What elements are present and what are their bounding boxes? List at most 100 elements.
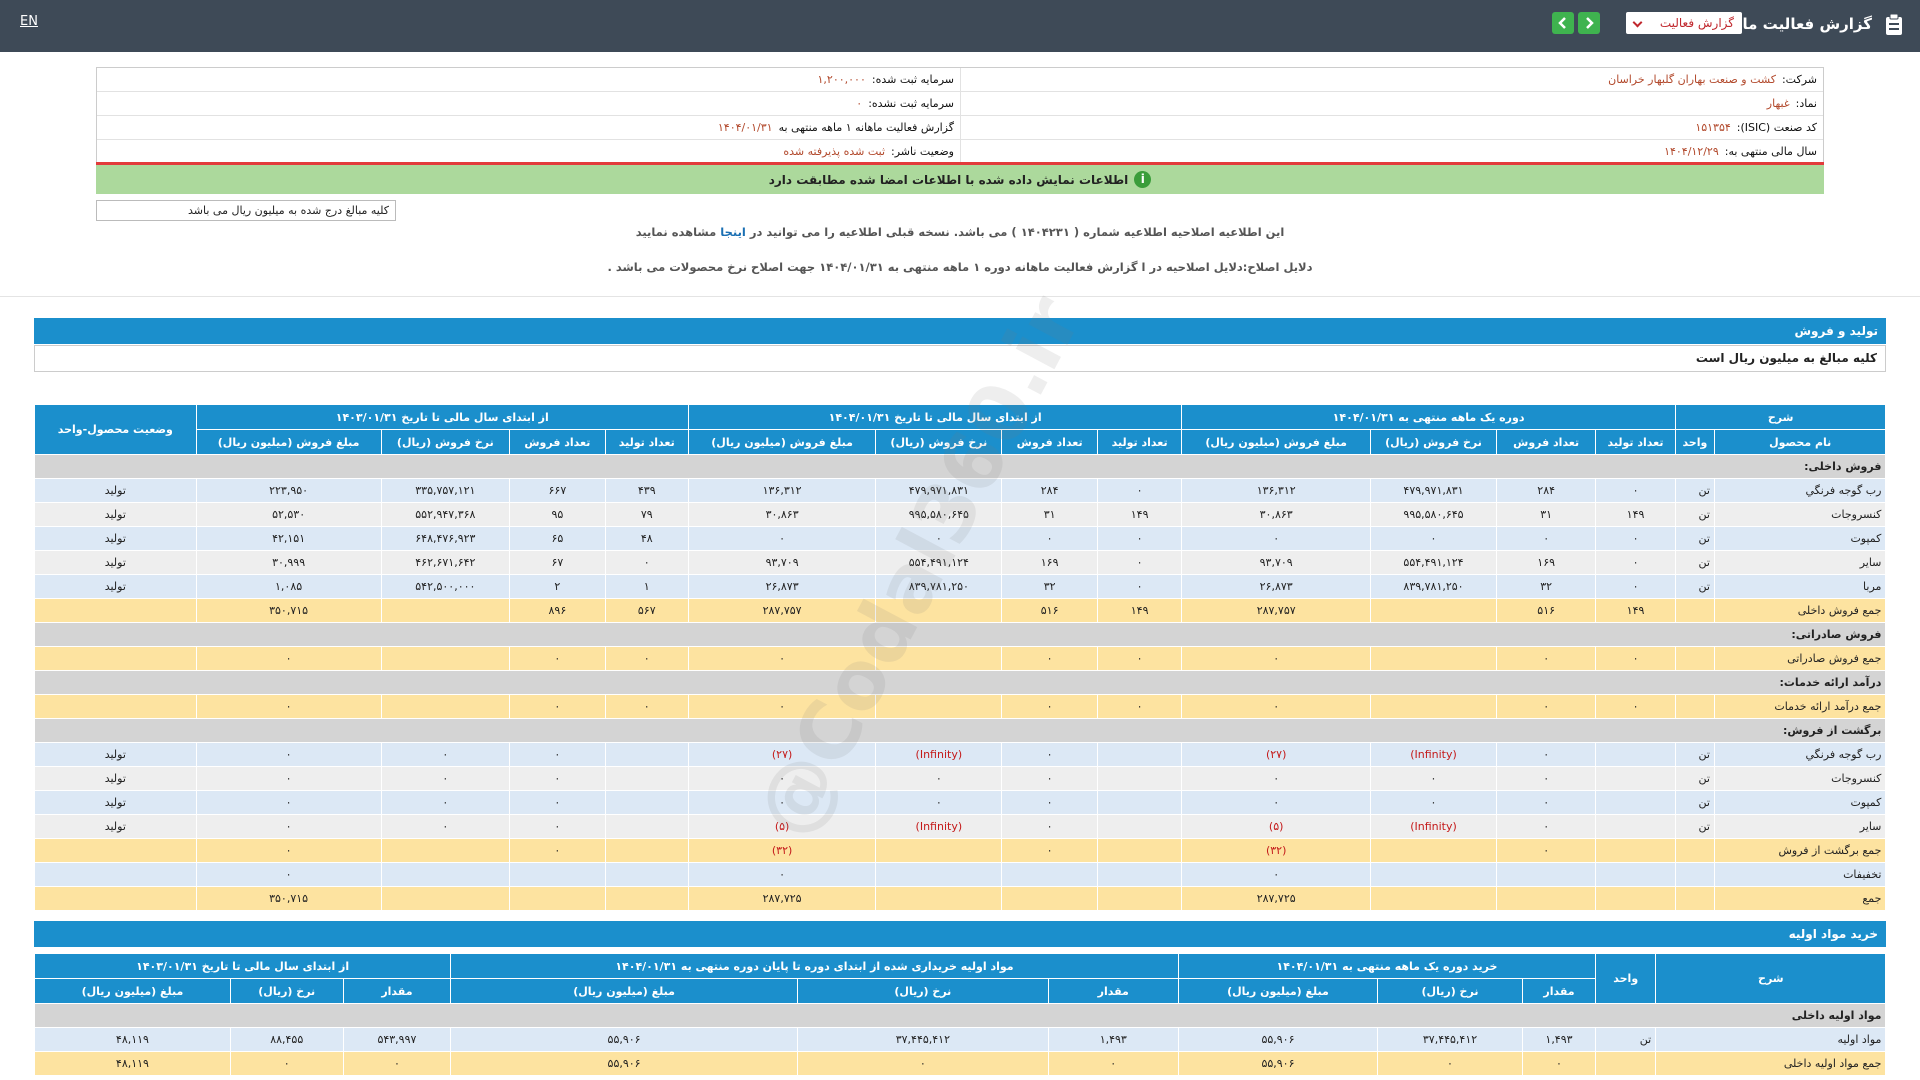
table-cell: تن: [1674, 766, 1715, 791]
table-cell: ۱,۴۹۳: [1047, 1027, 1179, 1052]
materials-table: شرح واحد خرید دوره یک ماهه منتهی به ۱۴۰۴/۰…: [33, 953, 1887, 1076]
table-row: درآمد ارائه خدمات:: [33, 670, 1887, 695]
table-cell: [380, 598, 511, 623]
table-row: جمع درآمد ارائه خدمات ۰ ۰ ۰ ۰ ۰ ۰ ۰ ۰ ۰: [34, 694, 1887, 719]
table-row: رب گوجه فرنگي تن ۰ (Infinity) (۲۷) ۰ (Infinity…: [34, 742, 1887, 767]
table-cell: [604, 742, 689, 767]
prev-button[interactable]: [1552, 12, 1574, 34]
table-cell: [875, 598, 1003, 623]
column-header: نرخ فروش (ریال): [380, 429, 511, 455]
table-cell: ۰: [1096, 574, 1183, 599]
report-icon: [1886, 13, 1902, 35]
table-cell: [1001, 862, 1098, 887]
table-cell: تولید: [34, 502, 197, 527]
previous-version-link[interactable]: اینجا: [720, 225, 746, 239]
table-cell: ۴۸,۱۱۹: [34, 1027, 231, 1052]
table-cell: ۰: [1369, 790, 1498, 815]
table-cell: [875, 862, 1003, 887]
table-cell: ۰: [1181, 694, 1371, 719]
table-cell: تن: [1674, 790, 1715, 815]
table-cell: ۰: [1496, 766, 1597, 791]
table-cell: [380, 838, 511, 863]
table-cell: ۰: [1096, 478, 1183, 503]
table-cell: [34, 646, 197, 671]
table-cell: [1001, 886, 1098, 911]
table-cell: ۵۴۲,۵۰۰,۰۰۰: [380, 574, 511, 599]
table-cell: ۰: [195, 790, 382, 815]
table-cell: ۰: [1001, 646, 1098, 671]
info-cell: سرمایه ثبت شده: ۱,۲۰۰,۰۰۰: [97, 68, 960, 91]
next-button[interactable]: [1578, 12, 1600, 34]
table-cell: [1595, 766, 1676, 791]
info-value: غبهار: [1766, 97, 1790, 110]
table-cell: ۴۸: [604, 526, 689, 551]
table-cell: برگشت از فروش:: [33, 718, 1887, 743]
table-cell: ۲۸۴: [1001, 478, 1098, 503]
column-header: تعداد فروش: [1496, 429, 1597, 455]
table-cell: ۰: [1001, 694, 1098, 719]
info-value: کشت و صنعت بهاران گلبهار خراسان: [1608, 73, 1776, 86]
column-header: مقدار: [1521, 978, 1597, 1004]
table-cell: ۰: [1047, 1051, 1179, 1076]
table-cell: [1674, 694, 1715, 719]
correction-note: این اطلاعیه اصلاحیه اطلاعیه شماره ( ۱۴۰۴…: [0, 225, 1920, 239]
correction-text: مشاهده نمایید: [635, 225, 717, 239]
table-cell: [1674, 646, 1715, 671]
table-cell: ۸۳۹,۷۸۱,۲۵۰: [1369, 574, 1498, 599]
table-cell: کنسروجات: [1713, 502, 1887, 527]
table-cell: ۰: [380, 790, 511, 815]
table-cell: جمع مواد اولیه داخلی: [1655, 1051, 1887, 1076]
info-label: گزارش فعالیت ماهانه ۱ ماهه منتهی به: [778, 121, 954, 134]
table-cell: ۰: [1001, 742, 1098, 767]
column-header: مبلغ (میلیون ریال): [450, 978, 798, 1004]
table-cell: [875, 886, 1003, 911]
table-cell: ۱۳۶,۳۱۲: [687, 478, 877, 503]
header-row: شرح دوره یک ماهه منتهی به ۱۴۰۴/۰۱/۳۱ از اب…: [34, 404, 1887, 455]
table-cell: ۰: [1001, 838, 1098, 863]
column-header: مبلغ (میلیون ریال): [34, 978, 231, 1004]
table-cell: ۰: [875, 526, 1003, 551]
table-cell: تولید: [34, 766, 197, 791]
table-cell: [380, 694, 511, 719]
table-cell: ۸۸,۴۵۵: [229, 1027, 344, 1052]
table-cell: ۲۸۷,۷۵۷: [687, 598, 877, 623]
table-row: کمپوت تن ۰ ۰ ۰ ۰ ۰ ۰ ۰ ۰ ۴۸ ۶۵ ۶۴۸,۴۷۶,۹۲۳ ۴۲,۱۵۱ تولی…: [34, 526, 1887, 551]
table-cell: ۰: [1595, 550, 1676, 575]
table-cell: ۰: [1496, 526, 1597, 551]
table-cell: ۱,۴۹۳: [1521, 1027, 1597, 1052]
table-cell: ۰: [195, 646, 382, 671]
info-value: ۱,۲۰۰,۰۰۰: [817, 73, 866, 86]
table-cell: ۰: [875, 766, 1003, 791]
table-cell: [1369, 646, 1498, 671]
table-cell: ۹۳,۷۰۹: [1181, 550, 1371, 575]
table-cell: ۳۷,۴۴۵,۴۱۲: [1377, 1027, 1523, 1052]
table-cell: ۰: [1181, 766, 1371, 791]
info-value: ۱۴۰۴/۱۲/۲۹: [1664, 145, 1719, 158]
table-cell: ۰: [1181, 790, 1371, 815]
table-cell: ۱۴۹: [1595, 502, 1676, 527]
table-cell: ۰: [509, 838, 606, 863]
table-cell: [1595, 1051, 1657, 1076]
report-type-dropdown[interactable]: گزارش فعالیت: [1626, 12, 1742, 34]
table-cell: ۶۴۸,۴۷۶,۹۲۳: [380, 526, 511, 551]
table-cell: [875, 838, 1003, 863]
table-cell: ۲۸۷,۷۵۷: [1181, 598, 1371, 623]
info-icon: i: [1134, 171, 1152, 188]
table-cell: ۰: [1001, 526, 1098, 551]
table-cell: ۶۷: [509, 550, 606, 575]
table-cell: (Infinity): [875, 814, 1003, 839]
info-cell: سرمایه ثبت نشده: ۰: [97, 92, 960, 115]
info-value: ۰: [856, 97, 863, 110]
table-row: فروش داخلی:: [33, 454, 1887, 479]
info-label: کد صنعت (ISIC):: [1736, 121, 1817, 134]
table-cell: [1096, 766, 1183, 791]
language-link[interactable]: EN: [20, 14, 38, 29]
table-row: تخفیفات ۰ ۰ ۰: [34, 862, 1887, 887]
table-cell: ۵۵,۹۰۶: [1177, 1027, 1379, 1052]
group-header: مواد اولیه خریداری شده از ابتدای دوره تا…: [450, 953, 1179, 979]
table-cell: ۰: [229, 1051, 344, 1076]
table-cell: مربا: [1713, 574, 1887, 599]
table-cell: ۴۸,۱۱۹: [34, 1051, 231, 1076]
table-cell: ۵۲,۵۳۰: [195, 502, 382, 527]
table-cell: ۰: [195, 862, 382, 887]
